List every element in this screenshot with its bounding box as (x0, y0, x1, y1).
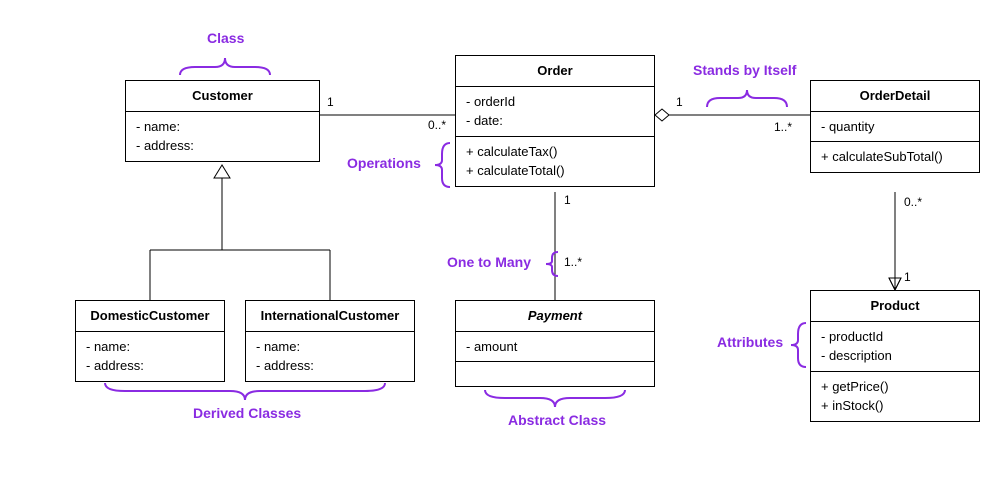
mult-order-detail-left: 1 (676, 95, 683, 109)
mult-detail-product-bottom: 1 (904, 270, 911, 284)
attr: - address: (136, 136, 309, 156)
class-customer: Customer - name: - address: (125, 80, 320, 162)
brace-abstract (480, 387, 630, 412)
mult-order-payment-top: 1 (564, 193, 571, 207)
class-attributes: - name: - address: (246, 332, 414, 381)
class-attributes: - quantity (811, 112, 979, 143)
class-operations: + calculateTax() + calculateTotal() (456, 137, 654, 186)
attr: - name: (136, 117, 309, 137)
attr: - name: (86, 337, 214, 357)
attr: - address: (256, 356, 404, 376)
op: + calculateSubTotal() (821, 147, 969, 167)
annotation-stands-by-itself: Stands by Itself (693, 62, 796, 78)
brace-class (175, 53, 275, 78)
brace-one-to-many (542, 250, 560, 278)
annotation-one-to-many: One to Many (447, 254, 531, 270)
class-operations: + calculateSubTotal() (811, 142, 979, 172)
attr: - description (821, 346, 969, 366)
annotation-class: Class (207, 30, 244, 46)
class-product: Product - productId - description + getP… (810, 290, 980, 422)
class-attributes: - productId - description (811, 322, 979, 372)
brace-attributes (786, 320, 808, 370)
brace-operations (430, 140, 452, 190)
mult-order-side: 0..* (428, 118, 446, 132)
nav-arrowhead (889, 278, 901, 290)
class-domestic-customer: DomesticCustomer - name: - address: (75, 300, 225, 382)
op: + calculateTotal() (466, 161, 644, 181)
class-title: Customer (126, 81, 319, 112)
class-attributes: - name: - address: (76, 332, 224, 381)
attr: - address: (86, 356, 214, 376)
class-title: Product (811, 291, 979, 322)
annotation-operations: Operations (347, 155, 421, 171)
class-operations: + getPrice() + inStock() (811, 372, 979, 421)
mult-order-payment-bottom: 1..* (564, 255, 582, 269)
class-operations-empty (456, 362, 654, 386)
attr: - productId (821, 327, 969, 347)
class-attributes: - name: - address: (126, 112, 319, 161)
attr: - quantity (821, 117, 969, 137)
mult-customer-side: 1 (327, 95, 334, 109)
class-title: Order (456, 56, 654, 87)
annotation-derived-classes: Derived Classes (193, 405, 301, 421)
class-attributes: - orderId - date: (456, 87, 654, 137)
brace-derived (100, 380, 390, 405)
class-attributes: - amount (456, 332, 654, 363)
inheritance-arrowhead (214, 165, 230, 178)
annotation-attributes: Attributes (717, 334, 783, 350)
attr: - amount (466, 337, 644, 357)
class-order: Order - orderId - date: + calculateTax()… (455, 55, 655, 187)
attr: - orderId (466, 92, 644, 112)
attr: - date: (466, 111, 644, 131)
brace-stands (702, 85, 792, 110)
attr: - name: (256, 337, 404, 357)
annotation-abstract-class: Abstract Class (508, 412, 606, 428)
mult-order-detail-right: 1..* (774, 120, 792, 134)
class-title: InternationalCustomer (246, 301, 414, 332)
class-international-customer: InternationalCustomer - name: - address: (245, 300, 415, 382)
op: + getPrice() (821, 377, 969, 397)
op: + calculateTax() (466, 142, 644, 162)
mult-detail-product-top: 0..* (904, 195, 922, 209)
op: + inStock() (821, 396, 969, 416)
class-title: Payment (456, 301, 654, 332)
aggregation-diamond (655, 109, 669, 121)
class-title: OrderDetail (811, 81, 979, 112)
class-payment: Payment - amount (455, 300, 655, 387)
class-orderdetail: OrderDetail - quantity + calculateSubTot… (810, 80, 980, 173)
class-title: DomesticCustomer (76, 301, 224, 332)
